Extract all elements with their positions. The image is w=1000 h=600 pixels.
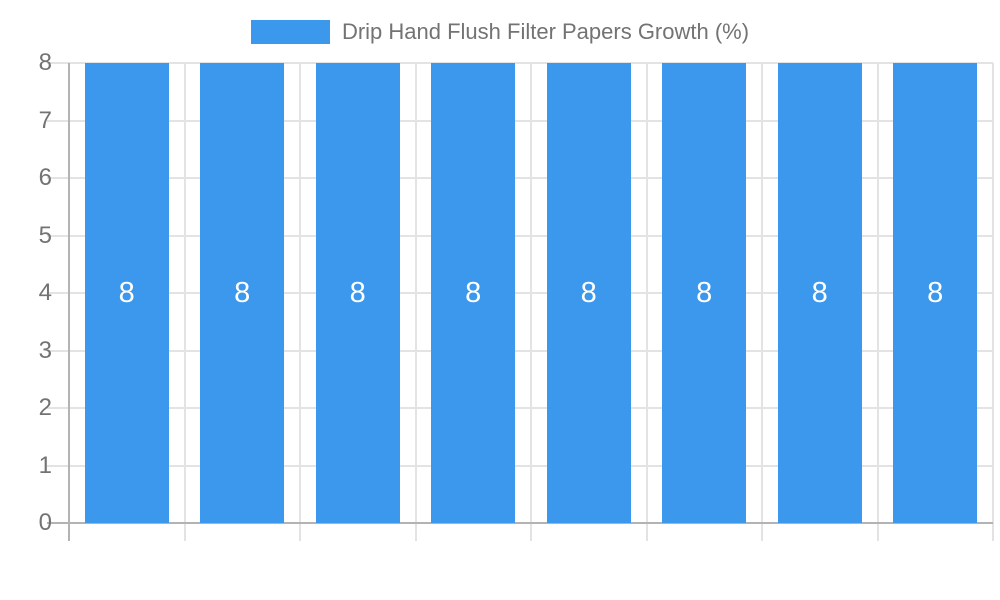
gridline-horizontal [47, 177, 993, 179]
bar-2031-2032 [777, 63, 862, 523]
y-axis-tick-label: 8 [38, 49, 52, 76]
y-axis-tick-label: 2 [38, 394, 52, 421]
gridline-vertical [645, 63, 648, 541]
bar-value-label: 8 [927, 277, 944, 309]
chart-legend: Drip Hand Flush Filter Papers Growth (%) [0, 19, 1000, 45]
y-axis-tick-label: 0 [38, 509, 52, 536]
bar-2027-2028 [315, 63, 400, 523]
gridline-vertical [414, 63, 417, 541]
bar-value-label: 8 [349, 277, 366, 309]
gridline-horizontal [47, 292, 993, 294]
y-axis-line [68, 63, 70, 541]
bar-2028-2029 [431, 63, 516, 523]
bar-2030-2031 [662, 63, 747, 523]
bar-2032-2033 [893, 63, 978, 523]
gridline-vertical [183, 63, 186, 541]
chart-title: Drip Hand Flush Filter Papers Growth (%) [341, 19, 750, 44]
bar-2029-2030 [546, 63, 631, 523]
bar-value-label: 8 [465, 277, 482, 309]
gridline-horizontal [47, 62, 993, 64]
y-axis-tick-label: 4 [38, 279, 52, 306]
y-axis-tick-label: 3 [38, 336, 52, 364]
bar-2026-2027 [200, 63, 285, 523]
gridline-vertical [992, 63, 994, 541]
gridline-horizontal [47, 407, 993, 409]
bar-value-label: 8 [118, 277, 135, 309]
legend-series-swatch [250, 20, 330, 44]
bar-value-label: 8 [811, 277, 828, 309]
gridline-horizontal [47, 464, 993, 467]
y-axis-tick-label: 7 [38, 106, 52, 134]
y-axis-tick-label: 1 [38, 451, 52, 479]
bar-2025-2026 [84, 63, 169, 523]
bar-value-label: 8 [696, 277, 713, 309]
y-axis-tick-label: 6 [38, 164, 52, 191]
gridline-horizontal [47, 234, 993, 237]
bar-value-label: 8 [234, 277, 251, 309]
bar-value-label: 8 [580, 277, 597, 309]
gridline-vertical [299, 63, 301, 541]
gridline-vertical [530, 63, 532, 541]
gridline-vertical [876, 63, 879, 541]
y-axis-tick-label: 5 [38, 221, 52, 249]
gridline-horizontal [47, 349, 993, 352]
gridline-vertical [761, 63, 763, 541]
x-axis-baseline [47, 522, 993, 524]
gridline-horizontal [47, 119, 993, 122]
